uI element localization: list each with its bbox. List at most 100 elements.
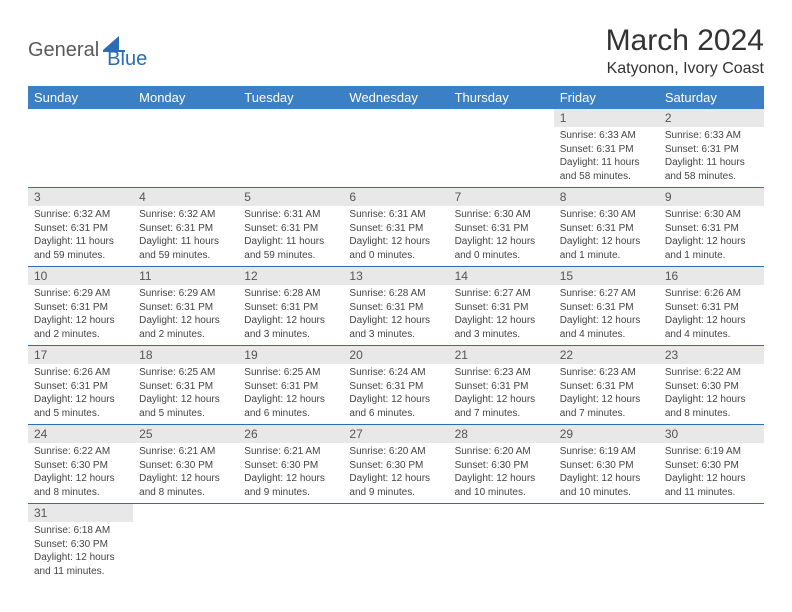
day-number	[659, 504, 764, 523]
day-number: 4	[133, 188, 238, 207]
day-line: Daylight: 12 hours and 9 minutes.	[244, 472, 337, 499]
day-number: 13	[343, 267, 448, 286]
day-number: 10	[28, 267, 133, 286]
day-line: Sunset: 6:31 PM	[349, 301, 442, 315]
day-cell: Sunrise: 6:29 AMSunset: 6:31 PMDaylight:…	[133, 285, 238, 346]
day-number: 31	[28, 504, 133, 523]
day-number: 9	[659, 188, 764, 207]
day-number: 11	[133, 267, 238, 286]
day-line: Daylight: 12 hours and 0 minutes.	[349, 235, 442, 262]
day-number: 17	[28, 346, 133, 365]
day-cell: Sunrise: 6:21 AMSunset: 6:30 PMDaylight:…	[133, 443, 238, 504]
day-cell: Sunrise: 6:22 AMSunset: 6:30 PMDaylight:…	[659, 364, 764, 425]
day-line: Sunrise: 6:30 AM	[455, 208, 548, 222]
day-line: Daylight: 11 hours and 59 minutes.	[34, 235, 127, 262]
day-cell: Sunrise: 6:29 AMSunset: 6:31 PMDaylight:…	[28, 285, 133, 346]
day-line: Sunset: 6:31 PM	[34, 380, 127, 394]
day-number	[133, 504, 238, 523]
day-number: 5	[238, 188, 343, 207]
day-cell: Sunrise: 6:31 AMSunset: 6:31 PMDaylight:…	[238, 206, 343, 267]
day-line: Sunrise: 6:30 AM	[560, 208, 653, 222]
day-line: Daylight: 11 hours and 59 minutes.	[139, 235, 232, 262]
day-line: Sunrise: 6:21 AM	[244, 445, 337, 459]
day-cell: Sunrise: 6:26 AMSunset: 6:31 PMDaylight:…	[28, 364, 133, 425]
day-line: Sunset: 6:30 PM	[665, 380, 758, 394]
day-line: Daylight: 12 hours and 1 minute.	[665, 235, 758, 262]
day-line: Daylight: 12 hours and 9 minutes.	[349, 472, 442, 499]
day-cell	[238, 522, 343, 582]
day-cell	[449, 522, 554, 582]
day-line: Sunset: 6:31 PM	[34, 301, 127, 315]
day-cell: Sunrise: 6:33 AMSunset: 6:31 PMDaylight:…	[659, 127, 764, 188]
day-cell: Sunrise: 6:26 AMSunset: 6:31 PMDaylight:…	[659, 285, 764, 346]
day-line: Daylight: 12 hours and 2 minutes.	[34, 314, 127, 341]
content-row: Sunrise: 6:22 AMSunset: 6:30 PMDaylight:…	[28, 443, 764, 504]
day-line: Sunrise: 6:29 AM	[34, 287, 127, 301]
day-line: Sunrise: 6:18 AM	[34, 524, 127, 538]
day-number: 6	[343, 188, 448, 207]
day-line: Daylight: 12 hours and 4 minutes.	[665, 314, 758, 341]
day-cell: Sunrise: 6:25 AMSunset: 6:31 PMDaylight:…	[133, 364, 238, 425]
day-number	[343, 109, 448, 127]
day-number: 19	[238, 346, 343, 365]
daynum-row: 3456789	[28, 188, 764, 207]
day-line: Daylight: 12 hours and 4 minutes.	[560, 314, 653, 341]
day-line: Daylight: 12 hours and 11 minutes.	[665, 472, 758, 499]
weekday-header: Thursday	[449, 86, 554, 109]
day-number	[133, 109, 238, 127]
day-number: 29	[554, 425, 659, 444]
day-cell: Sunrise: 6:23 AMSunset: 6:31 PMDaylight:…	[449, 364, 554, 425]
day-line: Sunrise: 6:31 AM	[244, 208, 337, 222]
day-cell: Sunrise: 6:25 AMSunset: 6:31 PMDaylight:…	[238, 364, 343, 425]
header: General Blue March 2024 Katyonon, Ivory …	[28, 24, 764, 78]
month-title: March 2024	[606, 24, 764, 58]
day-line: Sunset: 6:31 PM	[560, 380, 653, 394]
day-line: Daylight: 12 hours and 0 minutes.	[455, 235, 548, 262]
day-line: Sunset: 6:31 PM	[244, 222, 337, 236]
day-line: Sunset: 6:31 PM	[455, 222, 548, 236]
day-line: Sunset: 6:30 PM	[244, 459, 337, 473]
day-line: Sunrise: 6:23 AM	[560, 366, 653, 380]
weekday-header-row: Sunday Monday Tuesday Wednesday Thursday…	[28, 86, 764, 109]
day-line: Sunset: 6:30 PM	[139, 459, 232, 473]
daynum-row: 24252627282930	[28, 425, 764, 444]
day-number: 30	[659, 425, 764, 444]
day-line: Sunrise: 6:25 AM	[139, 366, 232, 380]
day-line: Sunrise: 6:22 AM	[34, 445, 127, 459]
day-number: 24	[28, 425, 133, 444]
day-line: Daylight: 11 hours and 59 minutes.	[244, 235, 337, 262]
day-cell: Sunrise: 6:28 AMSunset: 6:31 PMDaylight:…	[238, 285, 343, 346]
day-cell	[343, 522, 448, 582]
day-line: Daylight: 12 hours and 5 minutes.	[139, 393, 232, 420]
day-number: 26	[238, 425, 343, 444]
day-cell	[28, 127, 133, 188]
day-line: Daylight: 12 hours and 6 minutes.	[349, 393, 442, 420]
day-line: Sunset: 6:31 PM	[455, 380, 548, 394]
day-cell	[554, 522, 659, 582]
day-line: Sunset: 6:31 PM	[349, 380, 442, 394]
day-line: Sunset: 6:31 PM	[139, 380, 232, 394]
weekday-header: Wednesday	[343, 86, 448, 109]
day-line: Sunset: 6:31 PM	[560, 222, 653, 236]
day-number	[343, 504, 448, 523]
day-line: Sunrise: 6:28 AM	[244, 287, 337, 301]
day-number: 7	[449, 188, 554, 207]
day-line: Sunrise: 6:32 AM	[34, 208, 127, 222]
day-cell: Sunrise: 6:21 AMSunset: 6:30 PMDaylight:…	[238, 443, 343, 504]
day-line: Daylight: 12 hours and 7 minutes.	[455, 393, 548, 420]
day-cell: Sunrise: 6:18 AMSunset: 6:30 PMDaylight:…	[28, 522, 133, 582]
day-line: Sunrise: 6:26 AM	[665, 287, 758, 301]
day-line: Daylight: 12 hours and 3 minutes.	[349, 314, 442, 341]
day-line: Sunset: 6:31 PM	[139, 222, 232, 236]
content-row: Sunrise: 6:26 AMSunset: 6:31 PMDaylight:…	[28, 364, 764, 425]
day-line: Sunrise: 6:21 AM	[139, 445, 232, 459]
day-line: Daylight: 12 hours and 2 minutes.	[139, 314, 232, 341]
day-cell: Sunrise: 6:20 AMSunset: 6:30 PMDaylight:…	[449, 443, 554, 504]
day-cell: Sunrise: 6:27 AMSunset: 6:31 PMDaylight:…	[554, 285, 659, 346]
day-line: Sunrise: 6:24 AM	[349, 366, 442, 380]
day-cell	[133, 127, 238, 188]
day-line: Sunset: 6:31 PM	[560, 301, 653, 315]
day-line: Sunset: 6:30 PM	[34, 459, 127, 473]
day-line: Daylight: 12 hours and 10 minutes.	[560, 472, 653, 499]
day-line: Sunset: 6:31 PM	[139, 301, 232, 315]
